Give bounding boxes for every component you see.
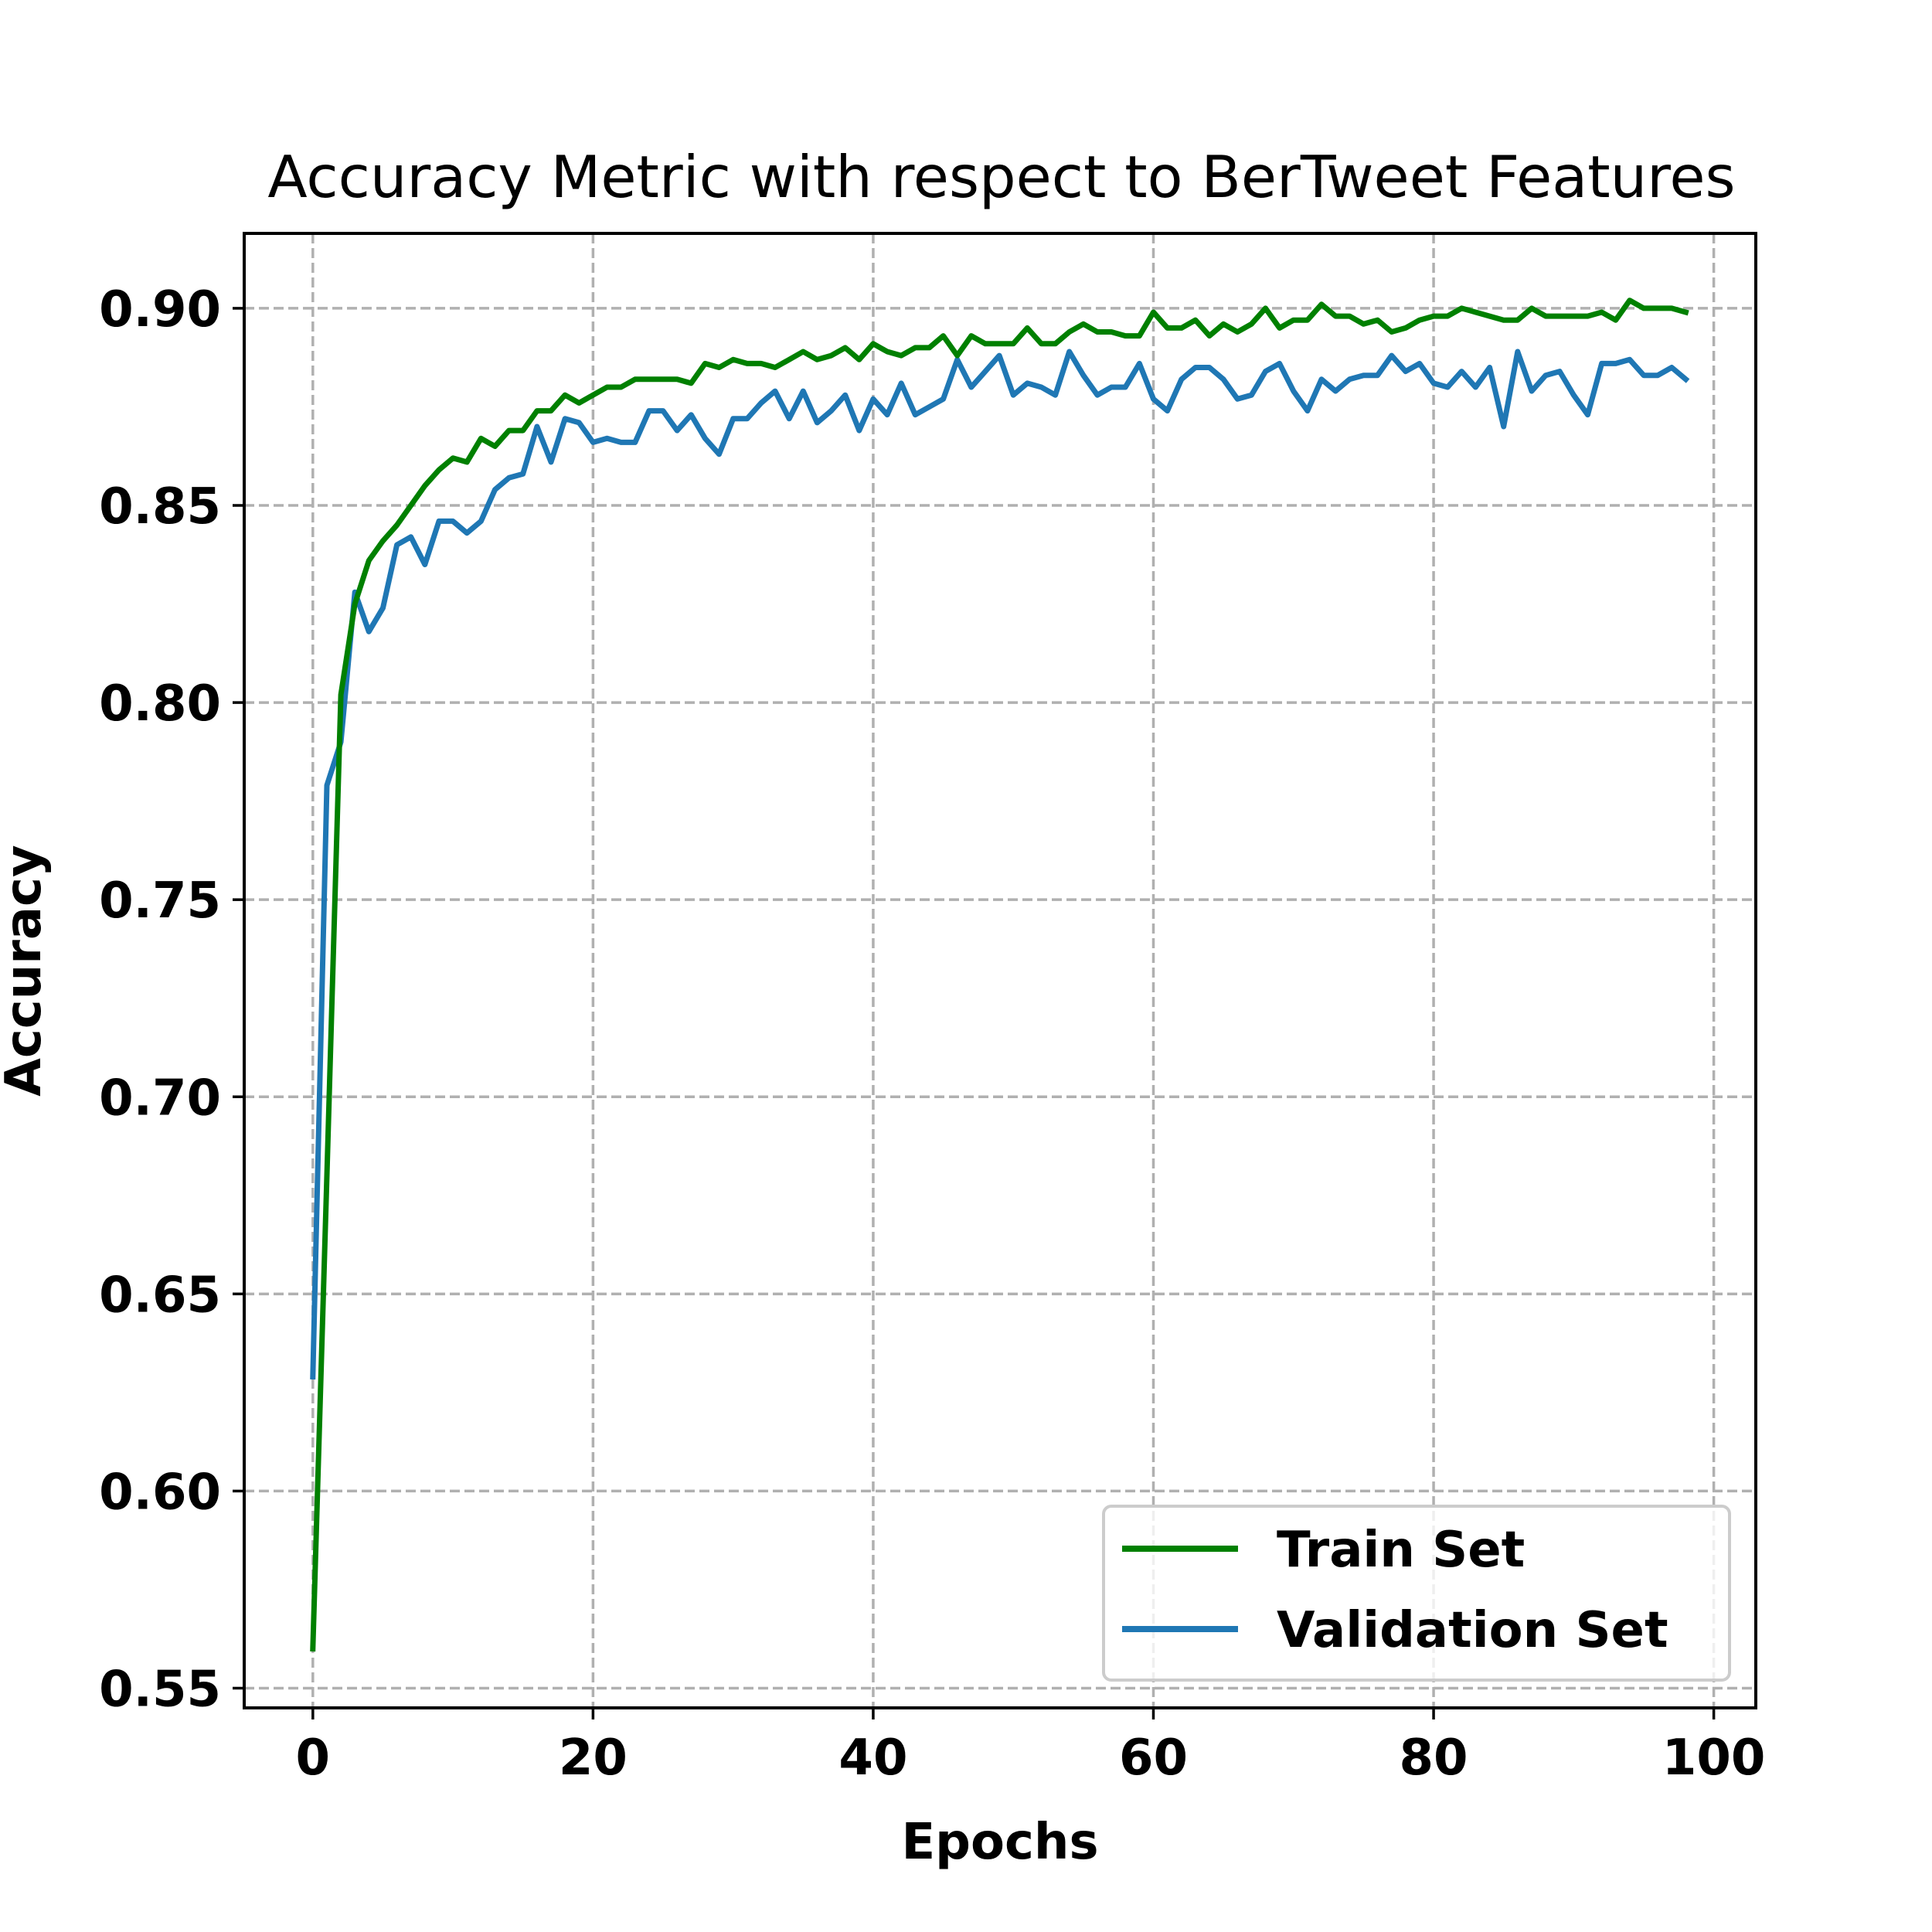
plot-frame xyxy=(243,232,1757,1709)
validation-set-line xyxy=(310,349,1690,1380)
y-tick-label: 0.65 xyxy=(99,1267,221,1324)
y-tick-label: 0.70 xyxy=(99,1070,221,1127)
legend: Train Set Validation Set xyxy=(1102,1505,1731,1682)
x-tick-label: 20 xyxy=(559,1730,628,1787)
x-tick-label: 80 xyxy=(1400,1730,1468,1787)
x-tick-label: 40 xyxy=(838,1730,907,1787)
train-set-line xyxy=(310,298,1689,1652)
chart-title: Accuracy Metric with respect to BerTweet… xyxy=(267,143,1735,211)
grid-lines xyxy=(244,233,1756,1708)
x-tick-label: 60 xyxy=(1119,1730,1188,1787)
legend-label-validation: Validation Set xyxy=(1277,1602,1668,1659)
x-axis-label: Epochs xyxy=(901,1814,1098,1871)
x-tick-label: 100 xyxy=(1662,1730,1766,1787)
y-tick-label: 0.90 xyxy=(99,281,221,338)
legend-box xyxy=(1102,1505,1731,1682)
x-tick-label: 0 xyxy=(296,1730,331,1787)
y-tick-label: 0.80 xyxy=(99,675,221,733)
series-lines xyxy=(310,298,1690,1652)
x-axis-ticks: 0 20 40 60 80 100 xyxy=(296,1708,1766,1787)
y-tick-label: 0.85 xyxy=(99,478,221,536)
y-axis-ticks: 0.55 0.60 0.65 0.70 0.75 0.80 0.85 0.90 xyxy=(99,281,244,1718)
legend-label-train: Train Set xyxy=(1277,1522,1525,1579)
y-tick-label: 0.55 xyxy=(99,1661,221,1718)
y-axis-label: Accuracy xyxy=(0,845,53,1096)
y-tick-label: 0.75 xyxy=(99,872,221,930)
y-tick-label: 0.60 xyxy=(99,1464,221,1521)
